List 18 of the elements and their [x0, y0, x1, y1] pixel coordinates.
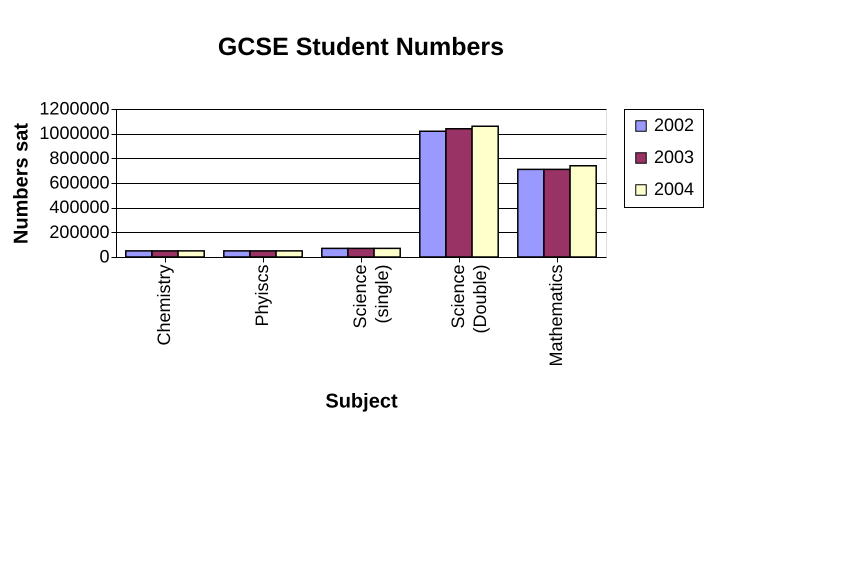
y-tick-label: 800000: [49, 148, 110, 168]
x-tick-label: Mathematics: [546, 264, 566, 367]
y-tick-label: 1000000: [39, 123, 110, 144]
legend-label: 2004: [654, 179, 694, 199]
chart-title: GCSE Student Numbers: [218, 33, 504, 61]
y-tick-label: 1200000: [39, 98, 110, 118]
legend-label: 2002: [654, 115, 694, 135]
x-tick-label: Chemistry: [154, 264, 174, 346]
x-axis-title: Subject: [325, 390, 398, 413]
x-tick-label: Phyiscs: [252, 264, 272, 327]
y-tick-label: 400000: [49, 197, 110, 218]
legend-label: 2003: [654, 147, 694, 167]
y-tick-label: 200000: [49, 222, 110, 242]
y-tick-label: 600000: [49, 172, 110, 192]
x-tick-label: Science (Double): [448, 264, 490, 334]
x-tick-label: Science (single): [350, 264, 392, 329]
y-axis-title: Numbers sat: [10, 122, 32, 244]
y-tick-label: 0: [99, 246, 110, 266]
